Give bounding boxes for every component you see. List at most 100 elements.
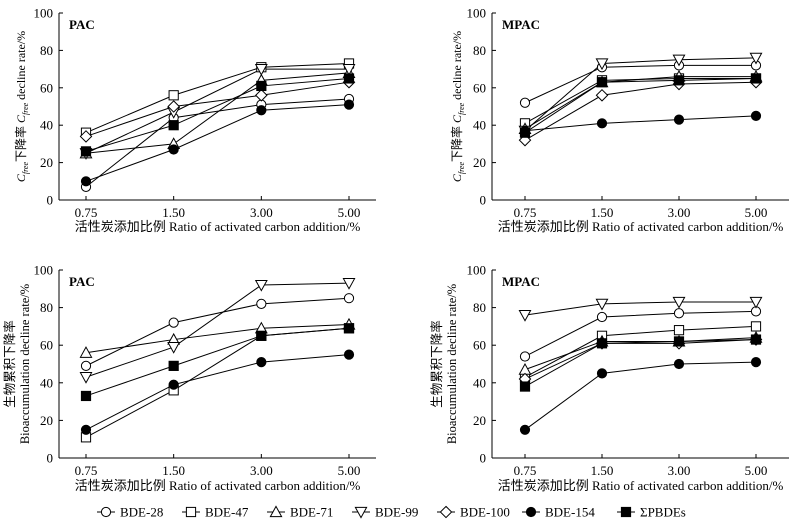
data-point — [256, 330, 267, 341]
data-point — [519, 127, 531, 138]
data-point — [672, 296, 686, 309]
series-BDE-28 — [85, 98, 350, 188]
markers-BDE-28 — [80, 293, 355, 371]
data-point — [596, 368, 608, 379]
chart-panel-1: 0 20 40 60 80 100 0.75 1.50 3.00 5.00 PAC 活性炭添加比例 R… — [13, 6, 376, 234]
series-BDE-100 — [85, 81, 350, 137]
y-tick-label: 40 — [40, 375, 53, 390]
y-tick-label: 20 — [40, 413, 53, 428]
data-point — [750, 73, 762, 84]
legend-label: BDE-100 — [460, 505, 510, 520]
series-line — [85, 282, 350, 378]
data-point — [750, 357, 762, 368]
series-line — [524, 361, 757, 431]
y-tick-label: 20 — [473, 413, 486, 428]
data-point — [519, 97, 531, 108]
data-point — [168, 360, 179, 371]
legend-marker — [100, 506, 112, 518]
x-tick-label: 1.50 — [162, 463, 185, 478]
data-point — [80, 424, 92, 435]
data-point — [80, 176, 92, 187]
series-BDE-100 — [524, 339, 757, 380]
y-tick-label: 20 — [473, 155, 486, 170]
markers-BDE-71 — [518, 331, 763, 375]
data-point — [254, 279, 268, 292]
x-axis-label: 活性炭添加比例 Ratio of activated carbon additi… — [498, 219, 784, 234]
x-tick-label: 5.00 — [745, 205, 768, 220]
series-line — [85, 68, 349, 154]
series-BDE-99 — [85, 282, 350, 378]
y-tick-label: 80 — [40, 300, 53, 315]
data-point — [167, 100, 180, 113]
legend-marker — [439, 505, 453, 519]
y-tick-label: 0 — [47, 193, 54, 208]
data-point — [256, 80, 267, 92]
series-line — [85, 324, 350, 354]
series-BDE-71 — [524, 337, 757, 371]
series-line — [85, 327, 350, 397]
data-point — [595, 88, 609, 102]
legend-label: BDE-71 — [290, 505, 333, 520]
series-BDE-71 — [85, 72, 350, 154]
y-tick-label: 20 — [40, 155, 53, 170]
y-axis-label: Bioaccumulation decline rate/% — [445, 284, 459, 444]
legend-item: BDE-100 — [437, 505, 510, 520]
y-tick-label: 40 — [40, 118, 53, 133]
data-point — [595, 58, 609, 71]
y-tick-label: 40 — [473, 118, 486, 133]
series-BDE-154 — [85, 354, 350, 431]
x-tick-label: 5.00 — [745, 463, 768, 478]
data-point — [596, 338, 608, 349]
markers-BDE-71 — [518, 69, 763, 135]
series-BDE-99 — [524, 57, 757, 132]
series-ΣPBDEs — [524, 339, 757, 387]
series-BDE-154 — [524, 115, 757, 132]
series-line — [524, 325, 757, 378]
data-point — [343, 99, 355, 110]
panel-title: MPAC — [502, 17, 540, 32]
series-BDE-154 — [524, 361, 757, 431]
markers-BDE-71 — [79, 317, 356, 358]
series-line — [524, 339, 757, 380]
series-line — [85, 104, 350, 182]
data-point — [673, 114, 685, 125]
legend-label: ΣPBDEs — [640, 505, 686, 520]
y-axis-label: Cfree下降率 Cfree decline rate/% — [13, 31, 30, 182]
data-point — [343, 349, 355, 360]
series-line — [524, 81, 757, 141]
data-point — [79, 372, 93, 384]
markers-BDE-100 — [518, 75, 763, 147]
markers-BDE-100 — [79, 75, 356, 143]
markers-ΣPBDEs — [519, 73, 762, 138]
chart-panel-2: 0 20 40 60 80 100 0.75 1.50 3.00 5.00 MPAC 活性炭添加比例 … — [449, 6, 789, 234]
x-tick-label: 0.75 — [75, 205, 98, 220]
y-axis-label: 生物累积下降率 — [2, 320, 17, 408]
data-point — [343, 73, 355, 84]
series-ΣPBDEs — [524, 77, 757, 134]
x-tick-label: 5.00 — [338, 205, 361, 220]
data-point — [342, 64, 356, 76]
markers-BDE-28 — [519, 306, 762, 362]
y-tick-label: 100 — [467, 263, 487, 278]
series-line — [85, 81, 350, 137]
data-point — [673, 358, 685, 370]
markers-BDE-154 — [80, 349, 355, 435]
legend-marker — [620, 506, 632, 518]
markers-BDE-47 — [80, 58, 355, 138]
legend-marker — [525, 506, 537, 518]
y-tick-label: 80 — [473, 300, 486, 315]
data-point — [673, 336, 685, 347]
panel-title: PAC — [69, 274, 95, 289]
data-point — [519, 351, 531, 362]
x-tick-label: 3.00 — [250, 463, 273, 478]
data-point — [672, 54, 686, 67]
legend-item: BDE-71 — [267, 505, 333, 520]
markers-ΣPBDEs — [80, 73, 355, 157]
data-point — [750, 334, 762, 345]
series-BDE-28 — [524, 64, 756, 104]
series-ΣPBDEs — [85, 77, 350, 152]
legend-label: BDE-154 — [545, 505, 595, 520]
markers-BDE-99 — [79, 278, 356, 384]
x-tick-label: 5.00 — [338, 463, 361, 478]
data-point — [255, 88, 268, 102]
